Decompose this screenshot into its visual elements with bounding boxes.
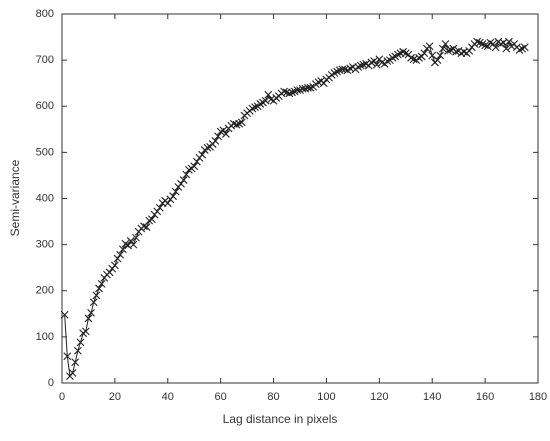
marker: [285, 89, 294, 98]
marker: [97, 279, 106, 288]
marker: [465, 47, 474, 55]
marker: [288, 88, 296, 97]
marker: [177, 179, 185, 188]
marker: [219, 126, 228, 135]
x-axis-label: Lag distance in pixels: [223, 412, 338, 426]
marker: [211, 136, 220, 145]
y-tick-label: 200: [36, 285, 54, 297]
y-tick-label: 800: [36, 8, 54, 20]
x-tick-label: 180: [529, 391, 547, 403]
marker: [370, 57, 378, 65]
marker: [179, 176, 188, 184]
marker: [433, 56, 442, 65]
marker: [444, 47, 452, 55]
marker: [111, 261, 119, 270]
marker: [356, 61, 365, 70]
y-tick-label: 100: [36, 331, 54, 343]
x-tick-label: 20: [109, 391, 121, 403]
marker: [190, 162, 199, 171]
marker: [148, 215, 156, 224]
marker: [198, 150, 207, 159]
marker: [142, 223, 151, 231]
y-tick-label: 400: [36, 192, 54, 204]
marker: [73, 346, 82, 355]
marker: [505, 37, 513, 46]
y-tick-label: 500: [36, 146, 54, 158]
marker: [473, 37, 482, 46]
marker: [84, 314, 93, 323]
y-tick-label: 700: [36, 54, 54, 66]
x-tick-label: 120: [370, 391, 388, 403]
marker: [491, 43, 500, 52]
x-tick-label: 0: [59, 391, 65, 403]
y-tick-label: 600: [36, 100, 54, 112]
marker: [372, 60, 381, 69]
marker: [92, 291, 101, 300]
x-tick-label: 40: [162, 391, 174, 403]
x-tick-label: 140: [423, 391, 441, 403]
y-tick-label: 300: [36, 239, 54, 251]
marker: [155, 203, 164, 212]
x-tick-label: 80: [267, 391, 279, 403]
x-tick-label: 100: [317, 391, 335, 403]
marker: [222, 130, 230, 138]
y-tick-label: 0: [48, 377, 54, 389]
marker: [520, 43, 529, 52]
marker: [383, 57, 392, 65]
y-axis-label: Semi-variance: [8, 159, 22, 236]
marker: [163, 199, 172, 208]
marker: [483, 42, 492, 51]
marker: [420, 49, 429, 58]
marker: [425, 42, 434, 51]
x-tick-label: 60: [215, 391, 227, 403]
marker: [71, 358, 80, 367]
x-tick-label: 160: [476, 391, 494, 403]
marker: [63, 352, 72, 361]
marker: [518, 44, 527, 53]
marker: [113, 254, 122, 263]
marker: [81, 327, 90, 336]
marker: [105, 268, 114, 277]
marker: [129, 240, 138, 249]
marker: [232, 120, 241, 129]
marker: [481, 41, 489, 50]
marker: [237, 118, 246, 127]
marker: [438, 44, 447, 53]
marker: [60, 310, 69, 319]
marker: [116, 250, 125, 259]
marker: [171, 187, 180, 196]
marker: [76, 338, 85, 347]
marker: [126, 237, 135, 245]
marker: [169, 192, 177, 201]
marker: [68, 368, 77, 377]
marker: [251, 103, 259, 112]
marker: [436, 51, 445, 60]
marker: [132, 233, 140, 242]
marker: [203, 143, 212, 152]
marker: [118, 245, 127, 254]
marker: [502, 44, 511, 53]
marker: [87, 309, 95, 317]
marker: [280, 87, 289, 96]
plot-frame: [61, 13, 539, 384]
marker: [306, 83, 315, 92]
marker: [89, 298, 98, 307]
marker: [95, 284, 103, 293]
marker: [153, 207, 162, 216]
marker: [192, 157, 201, 166]
